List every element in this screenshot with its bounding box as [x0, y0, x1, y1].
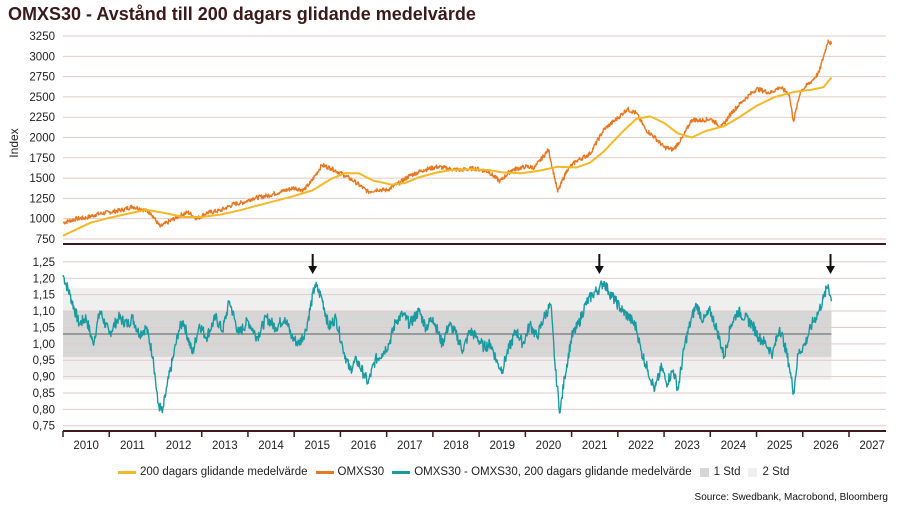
down-arrow — [308, 254, 318, 274]
down-arrow — [594, 254, 604, 274]
annotations — [308, 254, 836, 274]
x-tick-label: 2027 — [859, 440, 885, 452]
arrow-head — [826, 266, 836, 274]
bottom-ytick-label: 1,15 — [33, 290, 55, 302]
x-tick-label: 2011 — [120, 440, 145, 452]
axes — [62, 243, 886, 437]
legend-swatch — [748, 467, 758, 477]
legend-item: OMXS30 - OMXS30, 200 dagars glidande med… — [392, 466, 692, 478]
legend-label: OMXS30 - OMXS30, 200 dagars glidande med… — [414, 466, 692, 478]
legend-item: 200 dagars glidande medelvärde — [118, 466, 308, 478]
x-tick-label: 2020 — [536, 440, 562, 452]
x-tick-label: 2023 — [674, 440, 700, 452]
top-ytick-label: 1000 — [29, 214, 55, 226]
top-ytick-label: 2250 — [29, 112, 55, 124]
x-tick-label: 2025 — [767, 440, 793, 452]
bottom-panel-grid — [63, 261, 886, 427]
legend-swatch — [392, 470, 411, 474]
x-tick-label: 2021 — [582, 440, 608, 452]
top-ytick-label: 3250 — [29, 31, 55, 43]
bottom-ytick-label: 1,25 — [33, 257, 55, 269]
top-ytick-label: 3000 — [29, 51, 55, 63]
top-ytick-label: 1250 — [29, 193, 55, 205]
bottom-ytick-label: 0,75 — [33, 421, 55, 433]
x-tick-label: 2026 — [813, 440, 839, 452]
top-ytick-label: 2750 — [29, 72, 55, 84]
x-tick-label: 2015 — [305, 440, 331, 452]
bottom-ytick-label: 1,05 — [33, 322, 55, 334]
arrow-head — [594, 266, 604, 274]
legend-item: 2 Std — [748, 466, 789, 478]
top-ytick-label: 750 — [36, 234, 55, 246]
x-tick-label: 2012 — [166, 440, 192, 452]
legend-item: OMXS30 — [315, 466, 385, 478]
arrow-head — [308, 266, 318, 274]
bottom-ytick-label: 0,85 — [33, 388, 55, 400]
legend: 200 dagars glidande medelvärde OMXS30 OMXS… — [118, 466, 797, 478]
series-omxs30-distance — [62, 274, 833, 414]
x-tick-label: 2013 — [212, 440, 238, 452]
bottom-panel-series — [62, 274, 833, 414]
top-ytick-label: 2000 — [29, 133, 55, 145]
top-panel-grid — [63, 35, 886, 240]
x-tick-label: 2024 — [721, 440, 747, 452]
x-tick-label: 2018 — [443, 440, 469, 452]
top-ytick-label: 2500 — [29, 92, 55, 104]
legend-swatch — [699, 467, 709, 477]
series-200d-moving-average — [62, 76, 833, 237]
legend-swatch — [118, 470, 136, 474]
down-arrow — [826, 254, 836, 274]
x-tick-label: 2022 — [628, 440, 654, 452]
legend-label: 1 Std — [713, 466, 741, 478]
legend-item: 1 Std — [699, 466, 741, 478]
legend-label: 2 Std — [762, 466, 790, 478]
bottom-ytick-label: 1,00 — [33, 339, 55, 351]
x-tick-label: 2014 — [258, 440, 284, 452]
x-tick-label: 2010 — [73, 440, 99, 452]
top-panel-series — [62, 39, 833, 237]
legend-label: OMXS30 — [337, 466, 385, 478]
axis-labels: 750 1000 1250 1500 1750 2000 2250 2500 2750 3000 3… — [7, 31, 885, 452]
bottom-ytick-label: 1,20 — [33, 273, 55, 285]
legend-swatch — [315, 470, 334, 474]
top-ytick-label: 1500 — [29, 173, 55, 185]
source-note: Source: Swedbank, Macrobond, Bloomberg — [694, 492, 888, 503]
top-ylabel: Index — [7, 128, 21, 157]
chart-title: OMXS30 - Avstånd till 200 dagars glidand… — [8, 4, 476, 24]
x-tick-label: 2017 — [397, 440, 423, 452]
bottom-ytick-label: 0,95 — [33, 355, 55, 367]
x-tick-label: 2019 — [489, 440, 515, 452]
bottom-ytick-label: 0,90 — [33, 372, 55, 384]
legend-label: 200 dagars glidande medelvärde — [140, 466, 308, 478]
bottom-ytick-label: 0,80 — [33, 404, 55, 416]
x-tick-label: 2016 — [351, 440, 377, 452]
top-ytick-label: 1750 — [29, 153, 55, 165]
bottom-ytick-label: 1,10 — [33, 306, 55, 318]
